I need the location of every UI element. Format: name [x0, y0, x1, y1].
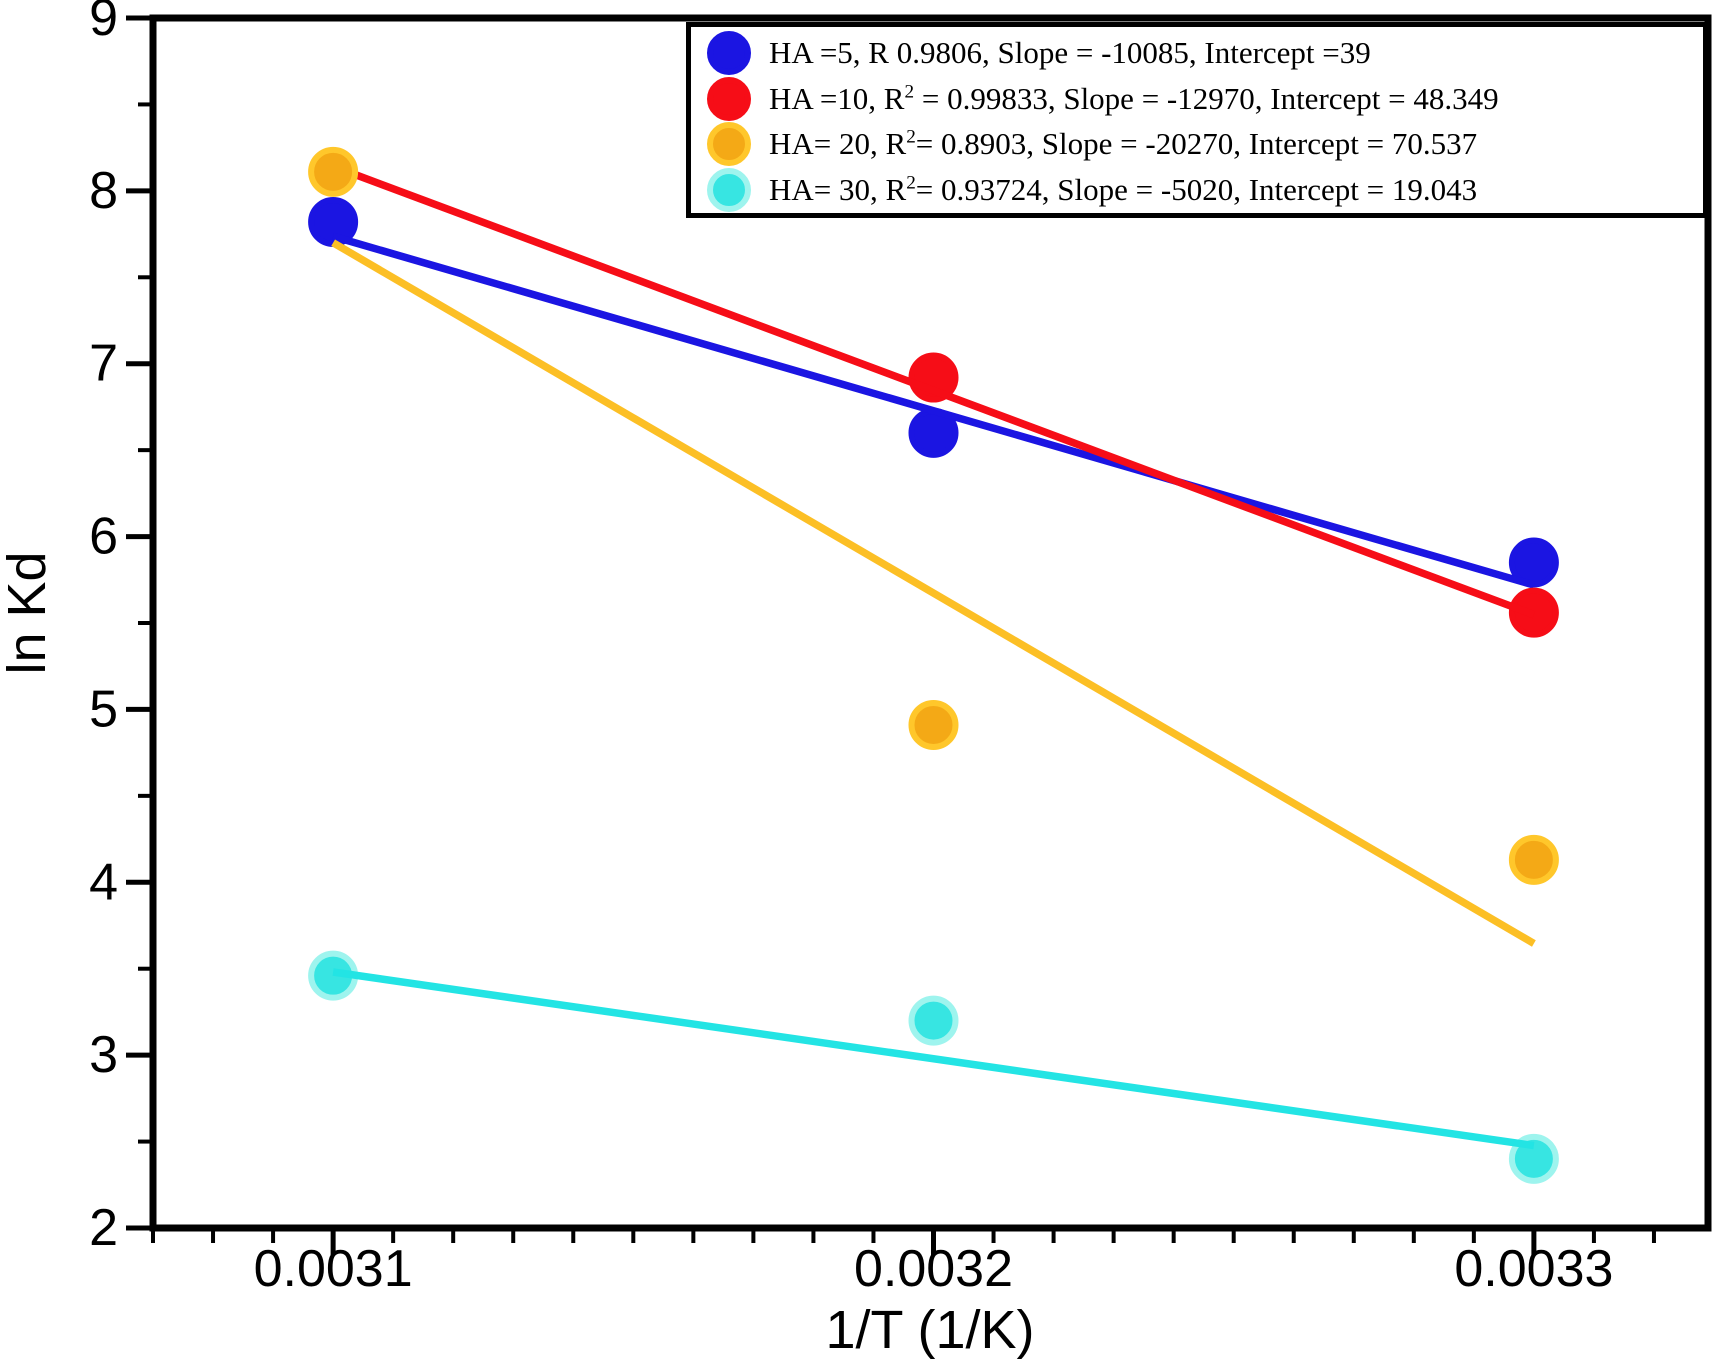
y-tick-label: 9 [89, 0, 118, 47]
legend-marker-HA-20 [707, 122, 751, 167]
legend-item-HA-30: HA= 30, R2= 0.93724, Slope = -5020, Inte… [707, 167, 1703, 213]
fit-line-HA-30 [332, 968, 1535, 1150]
legend-label-HA-10: HA =10, R2 = 0.99833, Slope = -12970, In… [769, 80, 1499, 116]
legend-label-HA-30: HA= 30, R2= 0.93724, Slope = -5020, Inte… [769, 172, 1478, 208]
x-tick-label: 0.0033 [1454, 1240, 1613, 1298]
y-tick-label: 7 [89, 335, 118, 393]
y-tick-label: 6 [89, 508, 118, 566]
legend-label-HA-5: HA =5, R 0.9806, Slope = -10085, Interce… [769, 34, 1371, 70]
y-tick-label: 3 [89, 1026, 118, 1084]
y-tick-label: 4 [89, 853, 118, 911]
fit-line-HA-10 [331, 162, 1536, 619]
data-point-HA-30 [908, 995, 959, 1046]
y-axis-title: ln Kd [0, 551, 57, 675]
legend: HA =5, R 0.9806, Slope = -10085, Interce… [686, 22, 1708, 218]
data-point-HA-20 [308, 146, 359, 197]
axes-frame [149, 14, 1712, 1232]
legend-item-HA-5: HA =5, R 0.9806, Slope = -10085, Interce… [707, 30, 1703, 76]
legend-item-HA-20: HA= 20, R2= 0.8903, Slope = -20270, Inte… [707, 122, 1703, 168]
legend-marker-HA-10 [707, 76, 751, 121]
fit-line-HA-20 [331, 239, 1536, 947]
data-point-HA-30 [1508, 1133, 1559, 1184]
fit-line-HA-5 [332, 232, 1535, 589]
data-point-HA-20 [1508, 834, 1559, 885]
x-tick-label: 0.0032 [854, 1240, 1013, 1298]
x-axis-title: 1/T (1/K) [825, 1300, 1035, 1360]
legend-marker-HA-5 [707, 30, 751, 75]
y-tick-label: 2 [89, 1199, 118, 1257]
y-tick-label: 8 [89, 162, 118, 220]
legend-marker-HA-30 [707, 168, 751, 213]
y-tick-label: 5 [89, 680, 118, 738]
x-tick-label: 0.0031 [254, 1240, 413, 1298]
legend-item-HA-10: HA =10, R2 = 0.99833, Slope = -12970, In… [707, 76, 1703, 122]
legend-label-HA-20: HA= 20, R2= 0.8903, Slope = -20270, Inte… [769, 126, 1478, 162]
data-point-HA-20 [908, 699, 959, 750]
